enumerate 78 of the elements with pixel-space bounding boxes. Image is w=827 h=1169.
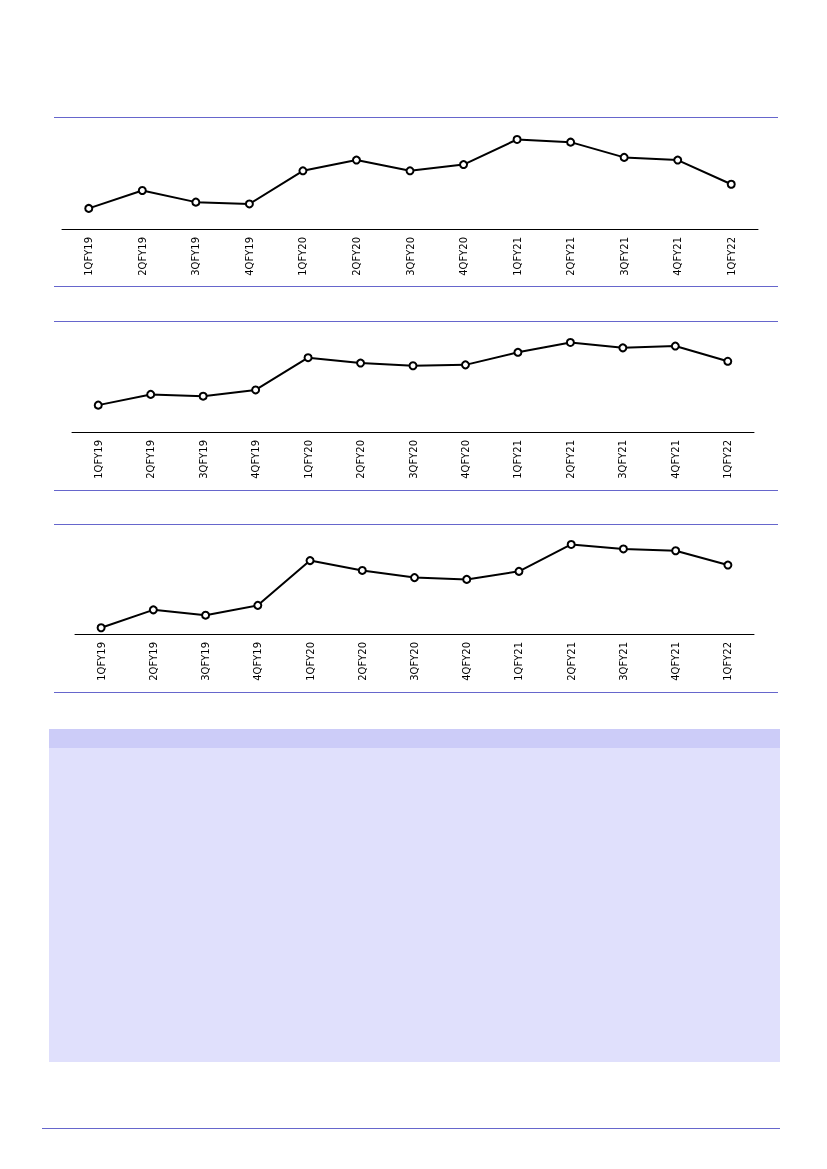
- x-tick-label: 1QFY22: [725, 237, 737, 276]
- x-tick-label: 3QFY21: [617, 642, 629, 681]
- point: [410, 573, 419, 583]
- point: [356, 358, 366, 368]
- x-tick-label: 2QFY20: [355, 440, 367, 479]
- x-tick-label: 3QFY20: [404, 237, 416, 276]
- point: [351, 155, 361, 165]
- point: [566, 539, 576, 549]
- x-tick-label: 3QFY20: [407, 440, 419, 479]
- point: [513, 347, 523, 357]
- point: [405, 166, 415, 176]
- x-tick-label: 4QFY21: [669, 440, 681, 479]
- x-tick-label: 1QFY20: [304, 642, 316, 681]
- x-tick-label: 4QFY19: [243, 237, 255, 276]
- point: [726, 179, 736, 189]
- x-tick-label: 2QFY21: [564, 440, 576, 479]
- point: [460, 360, 470, 370]
- point: [201, 610, 211, 620]
- point: [514, 566, 524, 576]
- x-tick-label: 4QFY20: [459, 440, 471, 479]
- x-tick-label: 4QFY20: [461, 642, 473, 681]
- point: [84, 203, 94, 213]
- x-tick-label: 2QFY20: [356, 642, 368, 681]
- x-tick-label: 2QFY19: [136, 237, 148, 276]
- point: [723, 560, 733, 570]
- x-tick-label: 4QFY19: [250, 440, 262, 479]
- point: [191, 197, 201, 207]
- point: [357, 565, 367, 575]
- point: [244, 199, 254, 209]
- x-tick-label: 1QFY22: [722, 642, 734, 681]
- point: [619, 152, 629, 162]
- x-tick-label: 1QFY19: [92, 440, 104, 479]
- point: [298, 166, 308, 176]
- point: [137, 186, 147, 195]
- point: [670, 341, 680, 351]
- point: [723, 356, 733, 366]
- x-tick-label: 1QFY21: [511, 237, 523, 276]
- x-tick-label: 4QFY20: [458, 237, 470, 276]
- x-tick-label: 3QFY21: [618, 237, 630, 276]
- x-tick-label: 3QFY19: [197, 440, 209, 479]
- x-tick-label: 4QFY19: [252, 642, 264, 681]
- x-tick-label: 1QFY20: [302, 440, 314, 479]
- x-tick-label: 1QFY19: [83, 237, 95, 276]
- point: [303, 353, 313, 363]
- point: [459, 160, 469, 170]
- x-tick-label: 3QFY20: [409, 642, 420, 681]
- point: [146, 389, 156, 399]
- x-tick-label: 1QFY21: [512, 440, 524, 479]
- x-tick-label: 1QFY19: [95, 642, 107, 681]
- point: [96, 623, 106, 633]
- x-tick-label: 1QFY22: [722, 440, 734, 479]
- point: [305, 556, 315, 566]
- x-tick-label: 2QFY20: [350, 237, 362, 276]
- x-tick-label: 2QFY21: [565, 642, 577, 681]
- point: [148, 605, 158, 615]
- x-tick-label: 3QFY19: [190, 237, 202, 276]
- x-tick-label: 1QFY20: [297, 237, 309, 276]
- point: [198, 391, 208, 401]
- point: [408, 361, 418, 371]
- x-tick-label: 2QFY21: [565, 237, 577, 276]
- point: [671, 546, 681, 556]
- x-tick-label: 2QFY19: [147, 642, 159, 681]
- point: [462, 574, 472, 584]
- x-tick-label: 4QFY21: [670, 642, 682, 681]
- x-tick-label: 3QFY21: [617, 440, 629, 479]
- point: [618, 544, 628, 554]
- point: [93, 400, 103, 410]
- point: [565, 337, 575, 347]
- point: [512, 134, 522, 144]
- x-tick-label: 1QFY21: [513, 642, 525, 681]
- point: [253, 600, 263, 610]
- point: [618, 343, 628, 353]
- x-tick-label: 3QFY19: [200, 642, 212, 681]
- x-tick-label: 2QFY19: [145, 440, 157, 479]
- x-tick-label: 4QFY21: [672, 237, 684, 276]
- point: [673, 155, 683, 165]
- point: [566, 137, 576, 147]
- point: [251, 385, 261, 395]
